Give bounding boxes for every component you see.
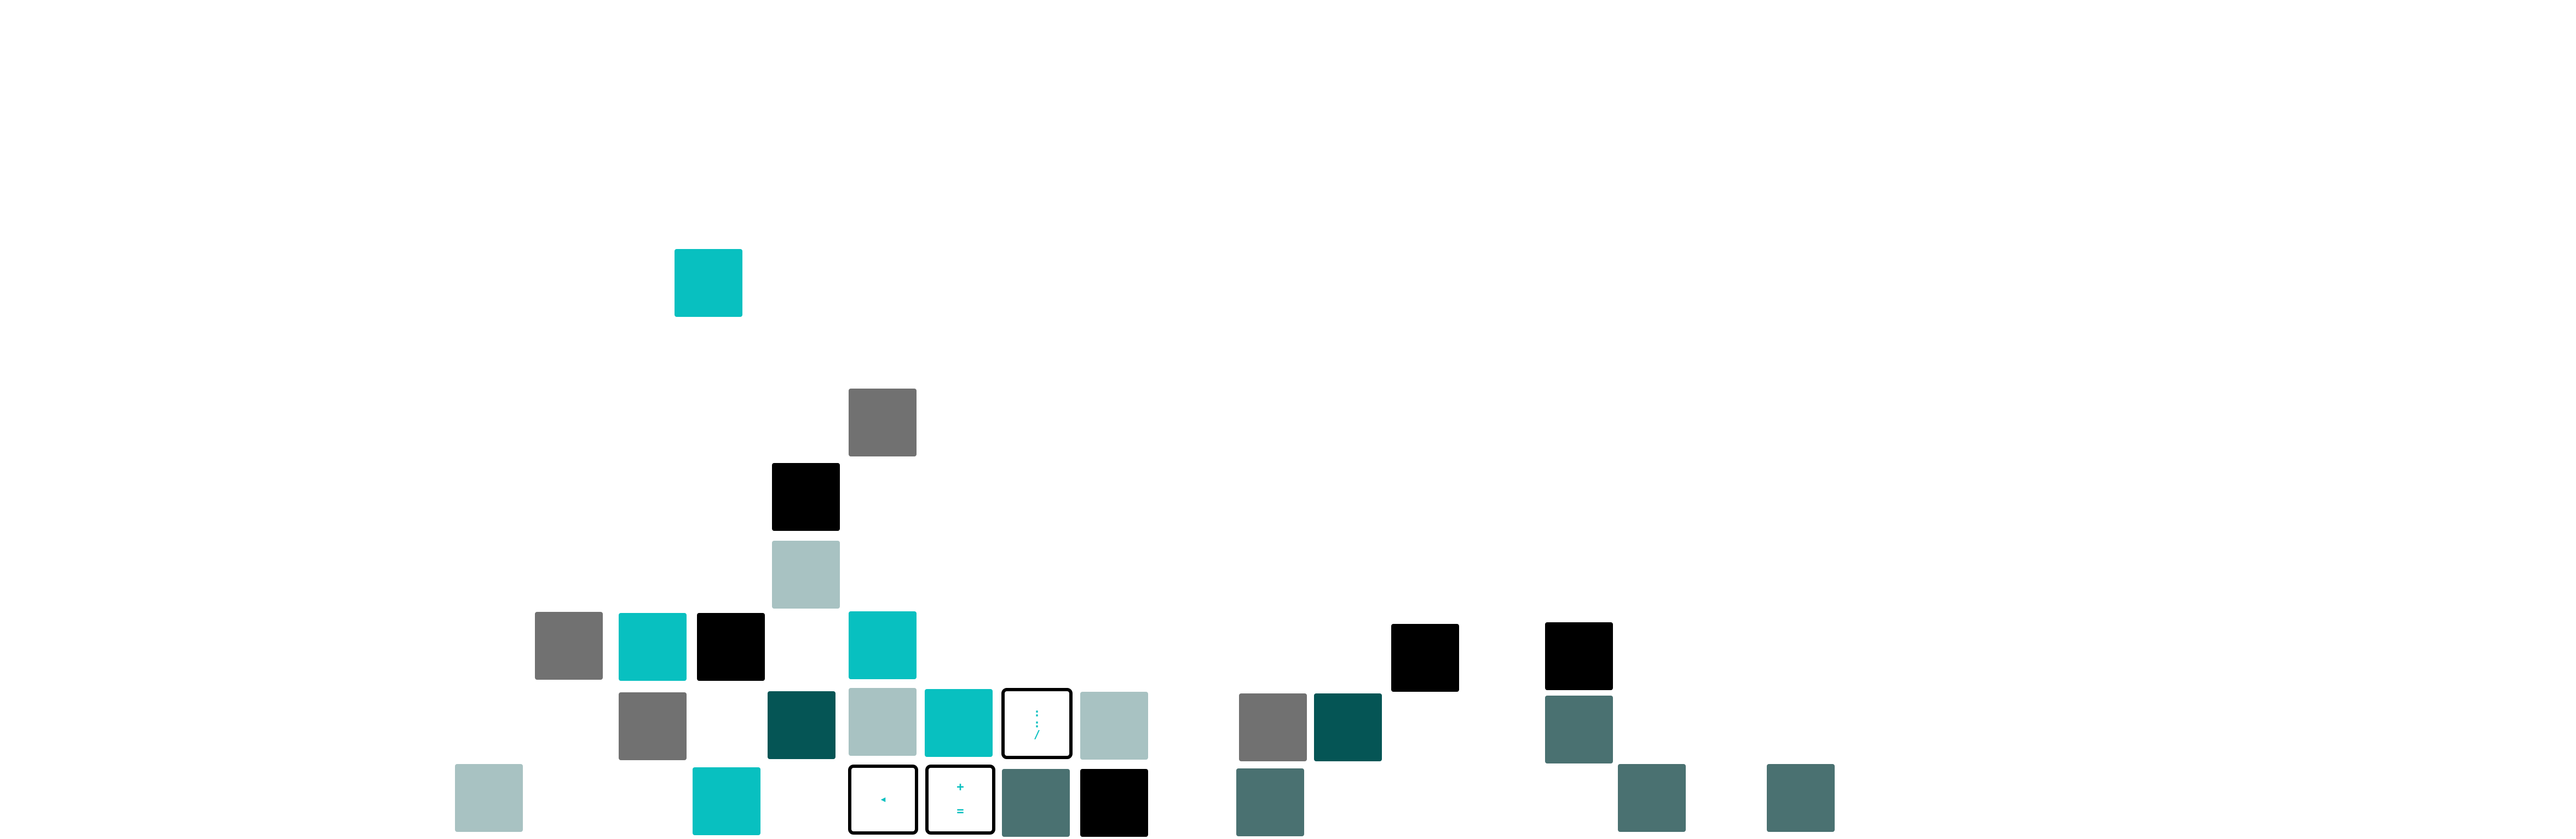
tile-gray <box>619 692 687 760</box>
special-tile-plus-equals[interactable]: + = <box>925 765 995 835</box>
tile-gray <box>535 612 603 680</box>
tile-light-sage <box>455 764 523 832</box>
tile-slate-teal <box>1767 764 1835 832</box>
tile-gray <box>849 389 917 456</box>
plus-equals-icon: + = <box>956 780 964 818</box>
tile-black <box>1391 624 1459 692</box>
tile-dark-teal <box>768 691 835 759</box>
tile-teal <box>849 611 917 679</box>
tile-black <box>697 613 765 681</box>
tile-light-sage <box>849 688 917 756</box>
tile-black <box>1545 622 1613 690</box>
tile-teal <box>619 613 687 681</box>
triangle-left-icon: ◂ <box>879 792 887 806</box>
tile-light-sage <box>772 541 840 609</box>
tile-black <box>1080 769 1148 837</box>
tile-teal <box>675 249 742 317</box>
tile-teal <box>925 689 993 757</box>
tile-slate-teal <box>1618 764 1686 832</box>
tile-slate-teal <box>1236 768 1304 836</box>
tile-light-sage <box>1080 692 1148 760</box>
tile-slate-teal <box>1002 769 1070 837</box>
tile-gray <box>1239 693 1307 761</box>
special-tile-colon-slash[interactable]: : : / <box>1001 688 1073 759</box>
tile-teal <box>693 767 760 835</box>
tile-slate-teal <box>1545 696 1613 763</box>
colon-slash-icon: : : / <box>1033 706 1041 741</box>
tile-black <box>772 463 840 531</box>
tile-dark-teal <box>1314 693 1382 761</box>
special-tile-triangle[interactable]: ◂ <box>848 765 918 835</box>
